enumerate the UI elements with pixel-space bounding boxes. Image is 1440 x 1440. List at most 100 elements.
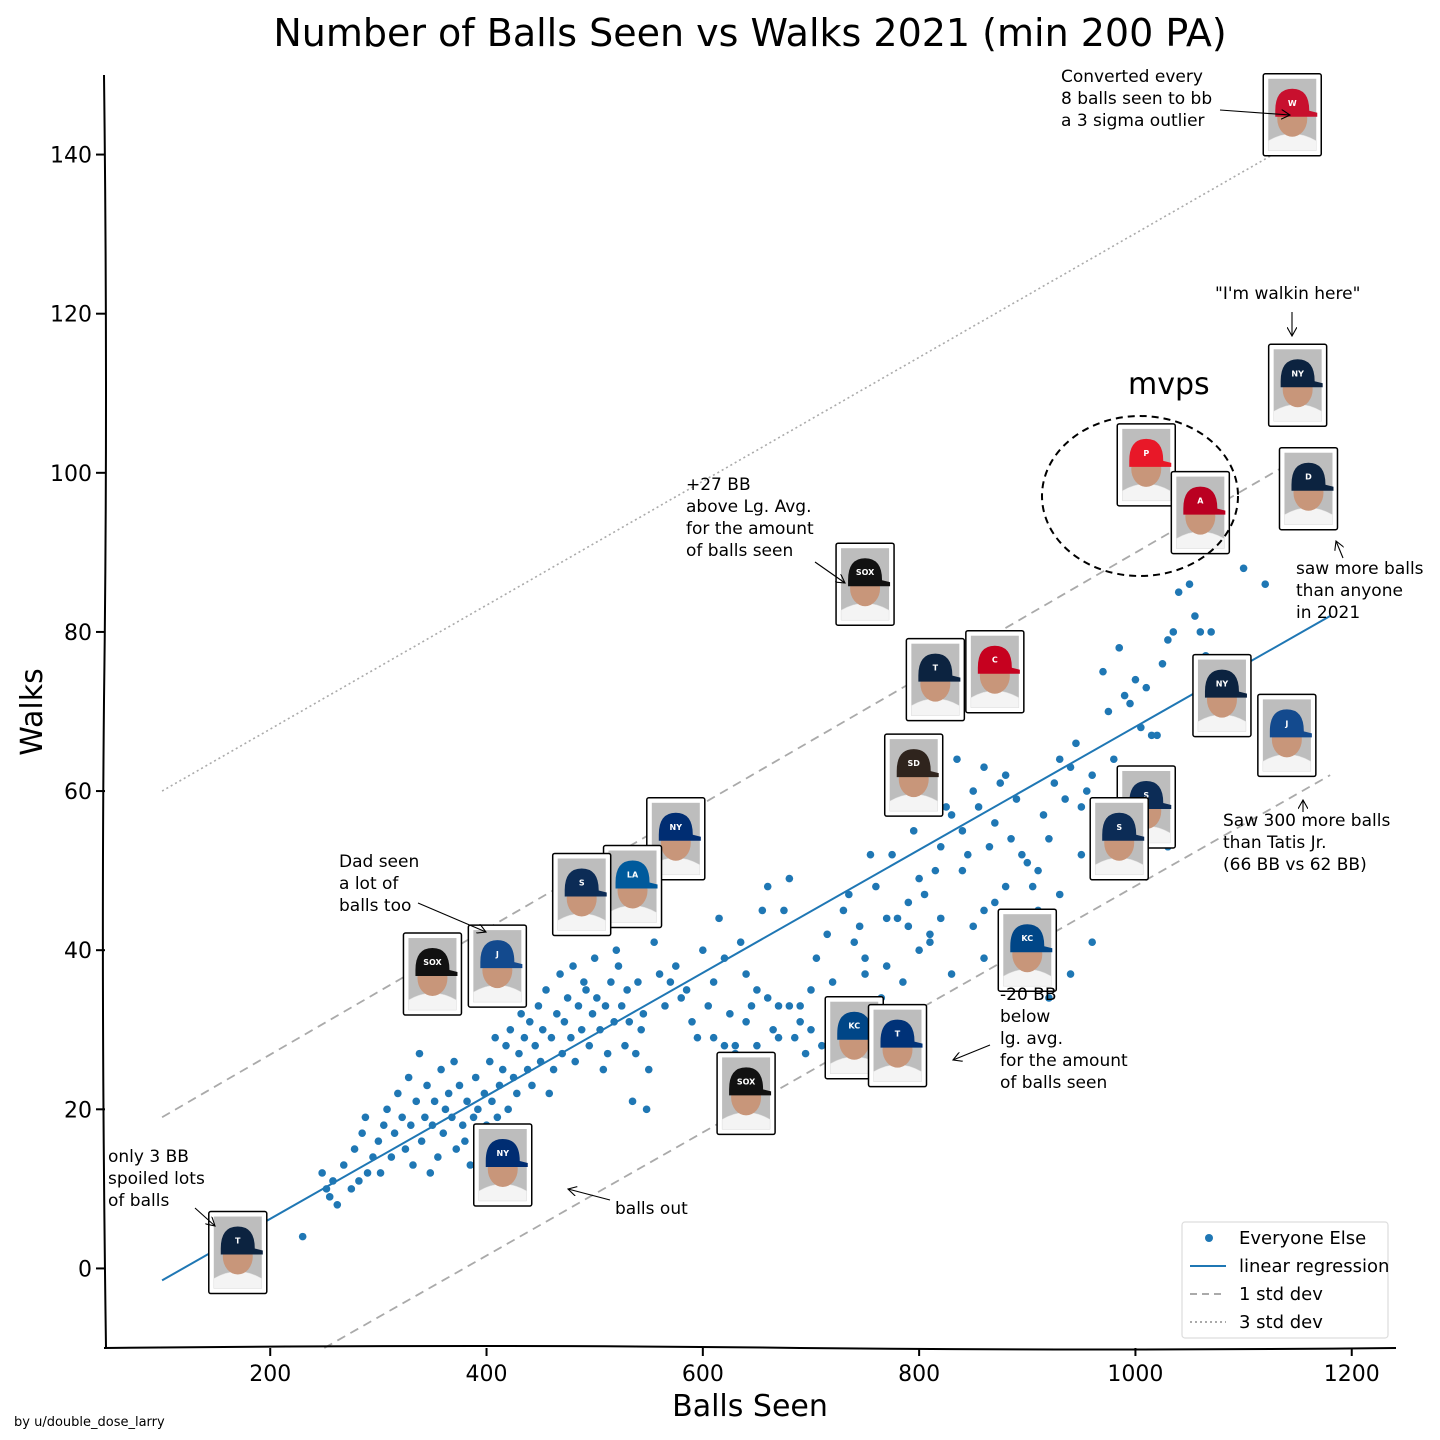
data-point xyxy=(553,1010,561,1018)
data-point xyxy=(845,890,853,899)
annotation-arrow xyxy=(953,1044,991,1060)
data-point xyxy=(642,1105,651,1114)
data-point xyxy=(528,1081,536,1090)
annotation-arrow xyxy=(568,1189,611,1201)
data-point xyxy=(590,954,599,962)
data-point xyxy=(1001,771,1010,779)
data-point xyxy=(991,819,999,827)
data-point xyxy=(742,970,750,978)
player-photo: C xyxy=(965,629,1025,714)
data-point xyxy=(536,1057,545,1066)
annotation-arrow xyxy=(814,561,845,583)
data-point xyxy=(607,978,615,986)
data-point xyxy=(610,1017,618,1026)
cap-shape xyxy=(220,1226,263,1255)
cap-shape xyxy=(658,812,701,841)
data-point xyxy=(542,986,550,994)
y-axis-line xyxy=(101,74,107,1349)
data-point xyxy=(452,1145,461,1153)
data-point xyxy=(785,874,794,883)
data-point xyxy=(612,946,621,954)
cap-logo-text: S xyxy=(1143,791,1149,800)
cap-logo-text: A xyxy=(1197,497,1204,506)
data-point xyxy=(1196,628,1205,636)
data-point xyxy=(466,1161,475,1169)
annotation-text: spoiled lots xyxy=(108,1169,205,1189)
data-point xyxy=(599,1065,608,1074)
data-point xyxy=(504,1105,512,1114)
data-point xyxy=(1007,835,1015,843)
cap-shape xyxy=(1204,669,1247,698)
data-point xyxy=(588,1010,597,1018)
chart-title: Number of Balls Seen vs Walks 2021 (min … xyxy=(273,11,1226,55)
cap-logo-text: KC xyxy=(1021,934,1033,943)
data-point xyxy=(1239,564,1248,573)
x-tick-label: 1000 xyxy=(1107,1362,1163,1387)
data-point xyxy=(1082,787,1091,795)
cap-shape xyxy=(977,645,1020,674)
data-point xyxy=(747,1002,756,1010)
data-point xyxy=(437,1065,445,1074)
data-point xyxy=(560,1017,569,1026)
cap-logo-text: S xyxy=(1116,823,1122,832)
annotation-text: above Lg. Avg. xyxy=(686,497,812,517)
data-point xyxy=(625,1017,634,1026)
data-point xyxy=(355,1177,363,1185)
data-point xyxy=(915,874,923,883)
data-point xyxy=(1077,850,1086,859)
data-point xyxy=(339,1161,348,1169)
data-point xyxy=(644,1065,653,1074)
cap-shape xyxy=(918,653,961,682)
player-photo: J xyxy=(1257,693,1317,778)
data-point xyxy=(1055,755,1064,764)
data-point xyxy=(958,827,967,835)
cap-logo-text: J xyxy=(1284,719,1288,728)
data-point xyxy=(969,787,978,795)
legend-label: linear regression xyxy=(1239,1256,1389,1277)
data-point xyxy=(742,1017,750,1026)
data-point xyxy=(426,1169,435,1177)
cap-shape xyxy=(1129,438,1172,467)
data-point xyxy=(417,1137,426,1145)
data-point xyxy=(720,954,729,962)
cap-logo-text: T xyxy=(895,1030,901,1039)
data-point xyxy=(823,930,832,939)
data-point xyxy=(753,986,761,994)
data-point xyxy=(390,1129,399,1137)
data-point xyxy=(801,1049,810,1058)
player-photo: SOX xyxy=(716,1051,776,1136)
data-point xyxy=(580,978,588,986)
cap-shape xyxy=(564,868,607,897)
cap-shape xyxy=(415,948,458,977)
data-point xyxy=(926,930,934,939)
data-point xyxy=(969,922,978,931)
data-point xyxy=(558,1049,567,1058)
data-point xyxy=(904,922,913,931)
data-point xyxy=(358,1129,366,1137)
data-point xyxy=(872,882,880,891)
regression-line xyxy=(161,615,1331,1282)
data-point xyxy=(614,962,623,970)
data-point xyxy=(603,1049,612,1058)
player-photos: W NY P A D SOX T C NY J SD S S NY LA S J SOX KC KC T SOX NY T xyxy=(208,73,1339,1295)
data-point xyxy=(974,803,983,811)
cap-shape xyxy=(1102,812,1145,841)
data-point xyxy=(666,978,675,986)
data-point xyxy=(650,938,658,947)
y-axis-label: Walks xyxy=(15,668,50,755)
cap-shape xyxy=(1291,462,1334,491)
data-point xyxy=(899,978,907,986)
player-photo: LA xyxy=(602,844,663,929)
data-point xyxy=(556,970,564,978)
data-point xyxy=(596,1025,604,1034)
data-point xyxy=(780,906,788,915)
data-point xyxy=(361,1113,370,1122)
cap-logo-text: KC xyxy=(848,1022,860,1031)
data-point xyxy=(1174,588,1183,596)
data-point xyxy=(1072,739,1080,748)
annotation-text: Dad seen xyxy=(339,852,419,872)
data-point xyxy=(350,1145,359,1153)
x-tick-label: 600 xyxy=(682,1362,724,1387)
annotation-text: lg. avg. xyxy=(1000,1029,1063,1049)
player-photo: J xyxy=(467,924,528,1008)
